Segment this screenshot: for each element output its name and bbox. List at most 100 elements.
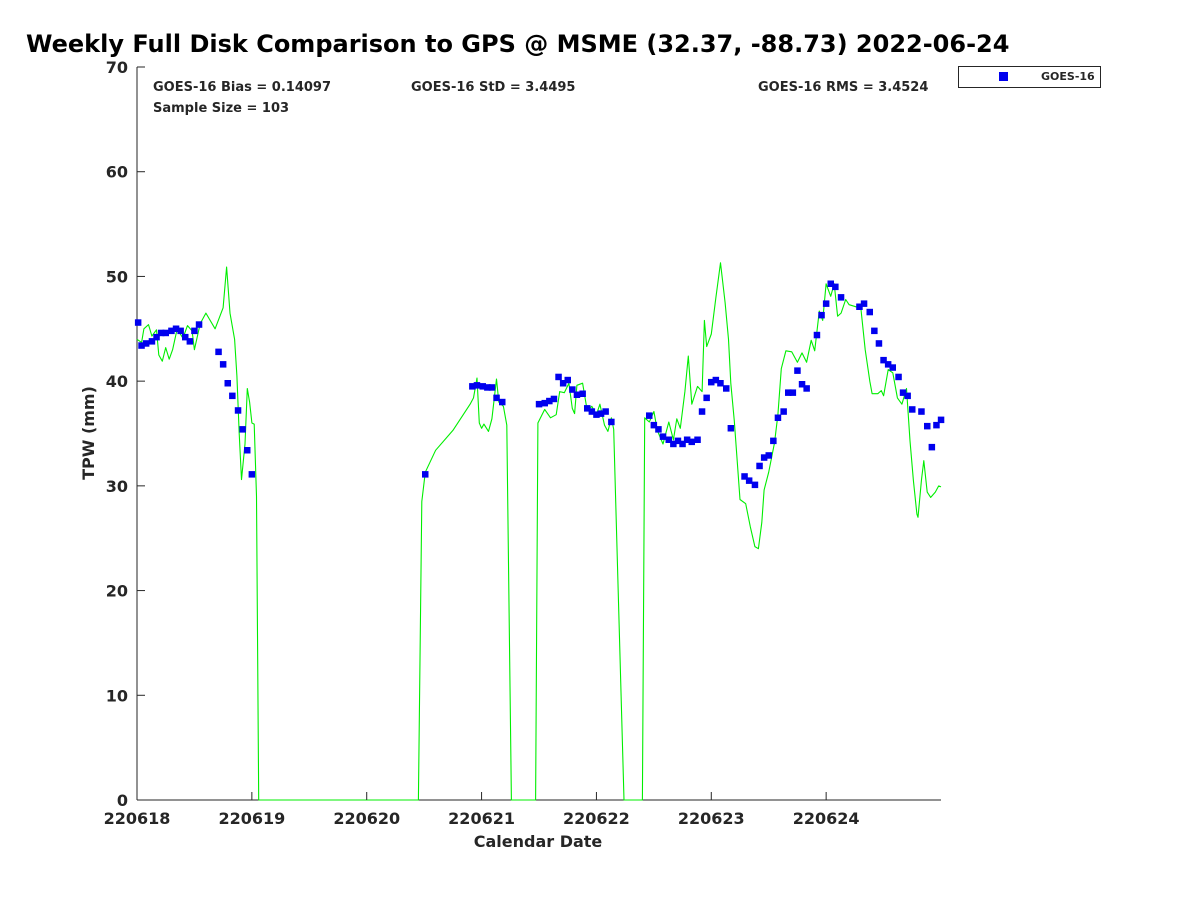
goes16-point — [774, 414, 782, 421]
goes16-point — [712, 376, 720, 384]
goes16-point — [186, 338, 194, 345]
goes16-point — [683, 436, 691, 443]
goes16-point — [813, 331, 821, 339]
goes16-point — [473, 382, 481, 389]
goes16-point — [177, 327, 184, 335]
goes16-point — [760, 454, 768, 461]
goes16-point — [899, 389, 907, 396]
goes16-point — [703, 394, 710, 402]
goes16-point — [195, 321, 203, 328]
goes16-point — [655, 426, 662, 433]
goes16-point — [860, 300, 868, 307]
rms-stat: GOES-16 RMS = 3.4524 — [758, 80, 929, 95]
goes16-point — [937, 416, 945, 424]
goes16-point — [794, 367, 801, 374]
x-tick-label: 220622 — [563, 809, 630, 828]
legend-marker-goes16 — [999, 72, 1008, 81]
goes16-point — [224, 380, 231, 387]
x-tick-label: 220618 — [104, 809, 171, 828]
goes16-point — [555, 373, 562, 381]
y-tick-label: 40 — [106, 372, 128, 391]
y-tick-label: 70 — [106, 58, 128, 77]
goes16-point — [593, 411, 600, 418]
goes16-point — [142, 340, 150, 347]
goes16-point — [751, 481, 759, 489]
goes16-point — [229, 392, 236, 400]
goes16-point — [803, 385, 810, 392]
goes16-point — [723, 385, 730, 392]
goes16-point — [875, 340, 883, 347]
y-tick-label: 20 — [106, 582, 128, 601]
goes16-point — [493, 394, 500, 402]
goes16-point — [895, 373, 902, 381]
goes16-point — [597, 410, 605, 417]
x-tick-label: 220620 — [333, 809, 400, 828]
chart-title: Weekly Full Disk Comparison to GPS @ MSM… — [26, 30, 1010, 58]
goes16-point — [422, 471, 429, 478]
y-tick-label: 0 — [117, 791, 128, 810]
goes16-point — [765, 452, 772, 459]
goes16-point — [559, 380, 567, 387]
goes16-point — [488, 384, 496, 391]
goes16-point — [688, 438, 695, 446]
goes16-point — [157, 329, 165, 337]
sample-size-stat: Sample Size = 103 — [153, 101, 290, 116]
goes16-point — [162, 329, 169, 337]
line-layer — [136, 262, 942, 801]
legend-label-goes16: GOES-16 — [1041, 70, 1095, 83]
goes16-point — [933, 421, 940, 429]
x-tick-label: 220621 — [448, 809, 515, 828]
std-stat: GOES-16 StD = 3.4495 — [411, 80, 576, 95]
gps-tpw-line — [136, 262, 942, 801]
goes16-point — [646, 412, 653, 419]
goes16-point — [579, 390, 586, 397]
goes16-point — [924, 422, 931, 430]
goes16-point — [659, 433, 667, 440]
goes16-point — [248, 471, 256, 478]
goes16-point — [564, 376, 571, 384]
goes16-point — [191, 327, 198, 335]
goes16-point — [798, 381, 806, 388]
y-axis-label: TPW (mm) — [79, 386, 98, 480]
goes16-point — [918, 408, 925, 415]
goes16-point — [168, 327, 175, 335]
goes16-point — [698, 408, 706, 415]
goes16-point — [584, 405, 591, 412]
goes16-point — [785, 389, 792, 396]
goes16-point — [756, 462, 763, 470]
goes16-point — [469, 383, 476, 390]
goes16-point — [239, 426, 246, 433]
goes16-point — [134, 319, 142, 326]
goes16-point — [499, 398, 506, 406]
goes16-point — [871, 327, 878, 335]
goes16-point — [541, 399, 548, 407]
goes16-point — [827, 280, 834, 287]
goes16-point — [479, 383, 486, 390]
goes16-point — [215, 348, 222, 356]
y-tick-label: 10 — [106, 686, 128, 705]
y-tick-label: 60 — [106, 163, 128, 182]
goes16-point — [608, 418, 615, 426]
goes16-point — [665, 436, 672, 443]
goes16-point — [708, 378, 715, 386]
goes16-point — [550, 395, 558, 403]
goes16-point — [822, 300, 830, 307]
goes16-point — [679, 440, 686, 448]
goes16-point — [535, 400, 543, 408]
goes16-point — [219, 361, 227, 368]
goes16-point — [928, 443, 936, 451]
goes16-point — [569, 386, 576, 393]
x-tick-label: 220619 — [218, 809, 285, 828]
goes16-point — [573, 391, 581, 398]
goes16-point — [818, 311, 825, 319]
goes16-point — [889, 364, 896, 371]
goes16-point — [717, 380, 724, 387]
tick-layer: 0 10 20 30 40 50 60 70 220618 220619 220620 220621 2… — [104, 58, 860, 828]
goes16-point — [172, 325, 180, 332]
goes16-point — [856, 303, 863, 310]
goes16-point — [909, 406, 916, 413]
goes16-point — [789, 389, 797, 396]
goes16-point — [674, 437, 682, 445]
goes16-point — [884, 361, 892, 368]
